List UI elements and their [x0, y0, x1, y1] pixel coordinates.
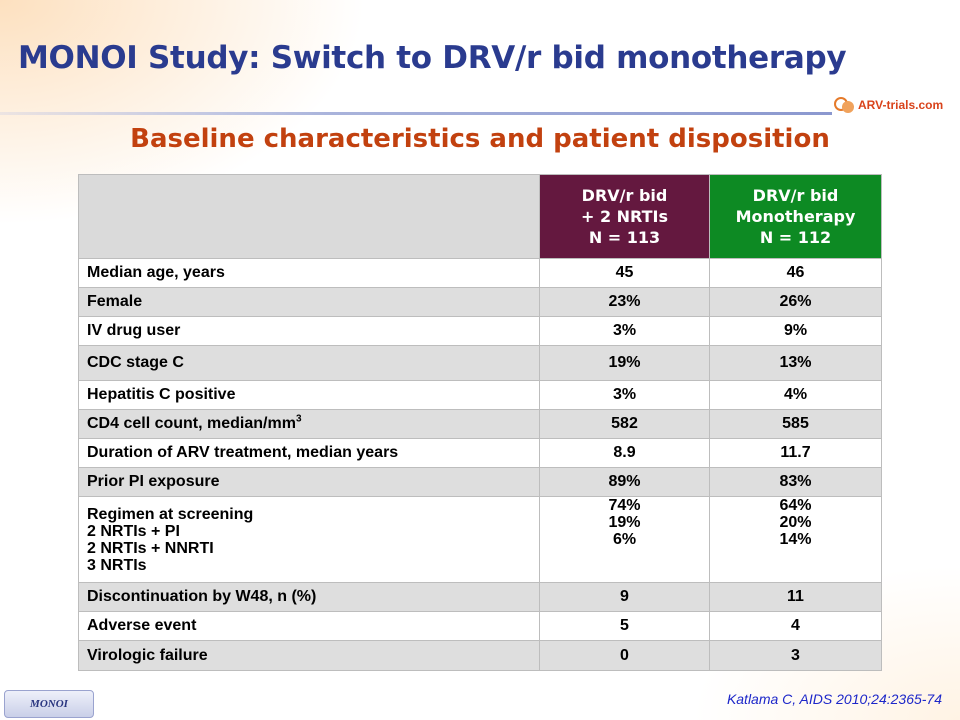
regimen-label-cell: Regimen at screening 2 NRTIs + PI 2 NRTI…: [78, 496, 540, 583]
cell-value: 9: [539, 582, 710, 612]
cell-value: 19%: [539, 345, 710, 381]
cell-value: 6%: [612, 531, 637, 548]
column-header-line: DRV/r bid: [752, 186, 839, 205]
column-header-drv-r-monotherapy: DRV/r bid Monotherapy N = 112: [709, 174, 882, 259]
column-header-line: Monotherapy: [735, 207, 856, 226]
row-label: Discontinuation by W48, n (%): [78, 582, 540, 612]
cell-value: 26%: [709, 287, 882, 317]
cell-value: 4: [709, 611, 882, 641]
cell-value: 5: [539, 611, 710, 641]
row-label: CDC stage C: [78, 345, 540, 381]
cell-value: 3%: [539, 316, 710, 346]
cell-value: 8.9: [539, 438, 710, 468]
row-label-text: CD4 cell count, median/mm: [87, 415, 296, 432]
table-row: Adverse event 5 4: [78, 611, 882, 641]
cell-value: 11: [709, 582, 882, 612]
row-label: Regimen at screening: [87, 505, 254, 523]
logo-text: ARV-trials.com: [858, 98, 944, 112]
table-row: Median age, years 45 46: [78, 258, 882, 288]
cell-value: 23%: [539, 287, 710, 317]
column-header-line: DRV/r bid: [581, 186, 668, 205]
row-sublabel: 2 NRTIs + PI: [87, 522, 180, 540]
superscript-3: 3: [295, 413, 302, 425]
cell-value: 46: [709, 258, 882, 288]
slide-title: MONOI Study: Switch to DRV/r bid monothe…: [18, 40, 847, 76]
row-label-indented: Virologic failure: [78, 640, 540, 671]
row-label: Hepatitis C positive: [78, 380, 540, 410]
cell-value: 3%: [539, 380, 710, 410]
cell-value: 74%: [608, 497, 641, 515]
row-label: IV drug user: [78, 316, 540, 346]
table-row: Discontinuation by W48, n (%) 9 11: [78, 582, 882, 612]
column-header-drv-r-plus-nrtis: DRV/r bid + 2 NRTIs N = 113: [539, 174, 710, 259]
column-header-line: N = 112: [759, 228, 832, 247]
cell-value: 11.7: [709, 438, 882, 468]
row-sublabel: 2 NRTIs + NNRTI: [87, 539, 214, 557]
table-row: CD4 cell count, median/mm3 582 585: [78, 409, 882, 439]
regimen-values-a: 74% 19% 6%: [539, 496, 710, 583]
table-row: Duration of ARV treatment, median years …: [78, 438, 882, 468]
cell-value: 45: [539, 258, 710, 288]
cell-value: 0: [539, 640, 710, 671]
logo-mark-icon: [832, 95, 858, 115]
monoi-tag-button[interactable]: MONOI: [4, 690, 94, 718]
cell-value: 89%: [539, 467, 710, 497]
baseline-table: DRV/r bid + 2 NRTIs N = 113 DRV/r bid Mo…: [78, 174, 882, 671]
row-sublabel: 3 NRTIs: [87, 556, 147, 574]
table-row: Hepatitis C positive 3% 4%: [78, 380, 882, 410]
cell-value: 585: [709, 409, 882, 439]
table-row-regimen: Regimen at screening 2 NRTIs + PI 2 NRTI…: [78, 496, 882, 583]
slide-subtitle: Baseline characteristics and patient dis…: [130, 124, 830, 154]
citation: Katlama C, AIDS 2010;24:2365-74: [726, 691, 942, 707]
cell-value: 4%: [709, 380, 882, 410]
row-label-cd4: CD4 cell count, median/mm3: [78, 409, 540, 439]
table-row: CDC stage C 19% 13%: [78, 345, 882, 381]
column-header-line: N = 113: [588, 228, 661, 247]
cell-value: 19%: [608, 514, 641, 531]
cell-value: 14%: [779, 531, 812, 548]
table-corner-cell: [78, 174, 540, 259]
row-label: Median age, years: [78, 258, 540, 288]
column-header-line: + 2 NRTIs: [580, 207, 669, 226]
cell-value: 83%: [709, 467, 882, 497]
table-row: Prior PI exposure 89% 83%: [78, 467, 882, 497]
cell-value: 20%: [779, 514, 812, 531]
table-row: IV drug user 3% 9%: [78, 316, 882, 346]
row-label-indented: Adverse event: [78, 611, 540, 641]
cell-value: 3: [709, 640, 882, 671]
cell-value: 64%: [779, 497, 812, 515]
row-label: Prior PI exposure: [78, 467, 540, 497]
regimen-values-b: 64% 20% 14%: [709, 496, 882, 583]
table-row: Virologic failure 0 3: [78, 640, 882, 671]
table-row: Female 23% 26%: [78, 287, 882, 317]
row-label: Duration of ARV treatment, median years: [78, 438, 540, 468]
arv-trials-logo: ARV-trials.com: [832, 94, 954, 116]
row-label: Female: [78, 287, 540, 317]
cell-value: 582: [539, 409, 710, 439]
cell-value: 9%: [709, 316, 882, 346]
title-divider: [0, 112, 832, 115]
cell-value: 13%: [709, 345, 882, 381]
